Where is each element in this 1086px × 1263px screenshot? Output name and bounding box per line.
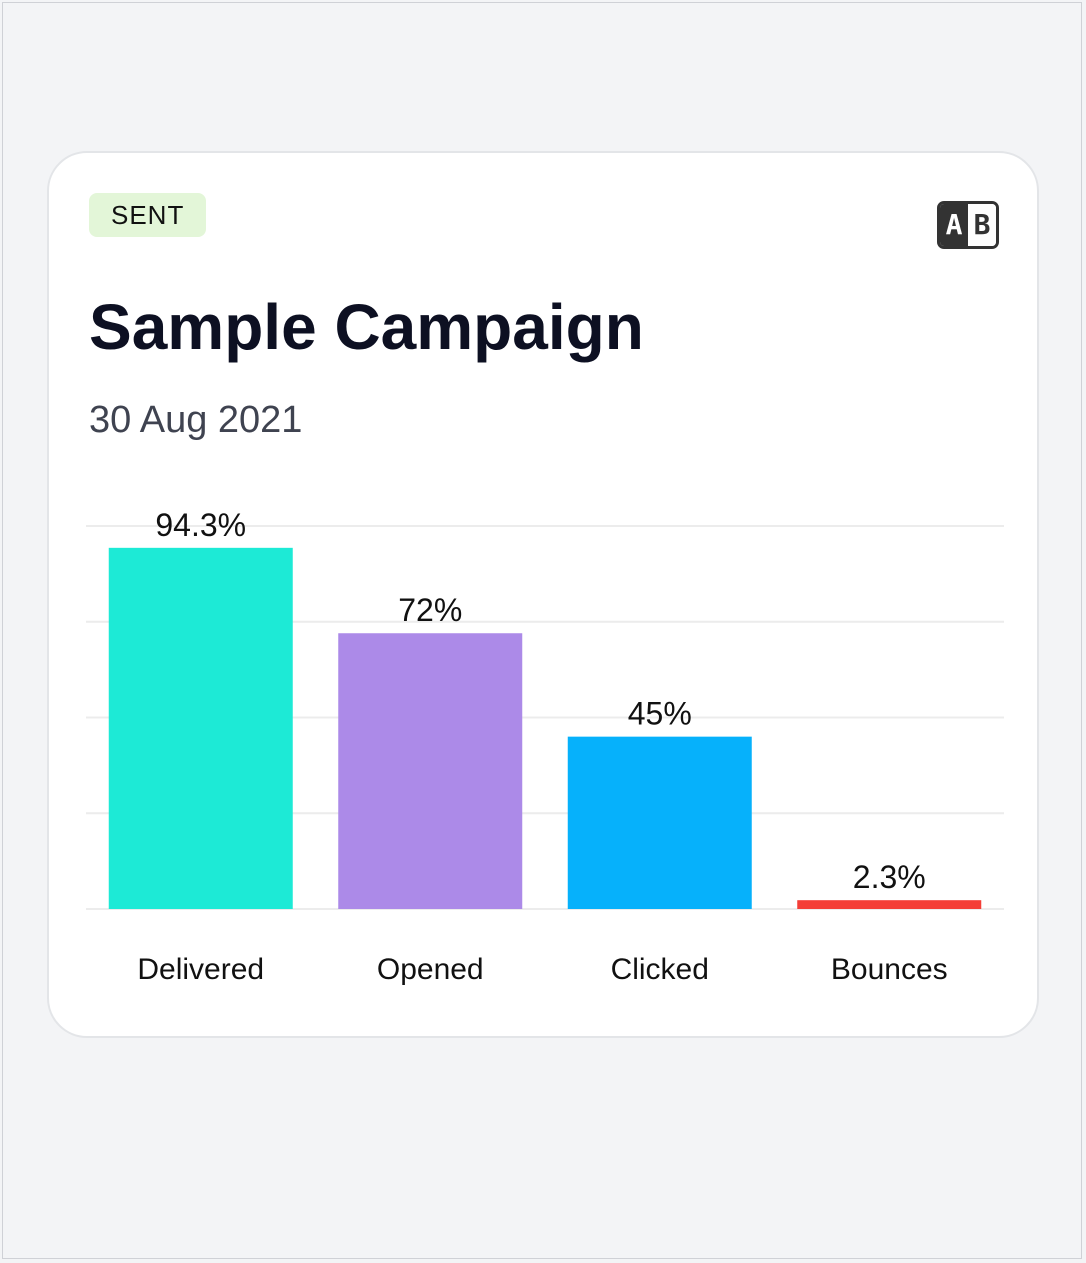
ab-icon-b: B <box>968 204 996 246</box>
campaign-stats-chart: 94.3% Delivered 72% Opened 45% Clicked 2.3% Bou… <box>86 507 1004 986</box>
category-label-bounces: Bounces <box>831 953 948 986</box>
ab-icon-a: A <box>940 204 968 246</box>
ab-test-icon: A B <box>937 201 999 249</box>
status-badge: SENT <box>89 193 207 237</box>
bar-delivered[interactable] <box>108 547 293 909</box>
bar-opened[interactable] <box>338 633 523 909</box>
value-label-clicked: 45% <box>628 696 692 732</box>
value-label-delivered: 94.3% <box>155 507 246 543</box>
value-label-opened: 72% <box>398 592 462 628</box>
category-label-clicked: Clicked <box>611 953 709 986</box>
bar-clicked[interactable] <box>567 736 752 909</box>
campaign-title: Sample Campaign <box>89 291 644 363</box>
category-label-opened: Opened <box>377 953 484 986</box>
bar-bounces[interactable] <box>797 900 982 909</box>
campaign-date: 30 Aug 2021 <box>89 399 303 441</box>
value-label-bounces: 2.3% <box>853 859 926 895</box>
category-label-delivered: Delivered <box>137 953 264 986</box>
campaign-card[interactable]: SENT A B Sample Campaign 30 Aug 2021 94.… <box>47 151 1039 1038</box>
